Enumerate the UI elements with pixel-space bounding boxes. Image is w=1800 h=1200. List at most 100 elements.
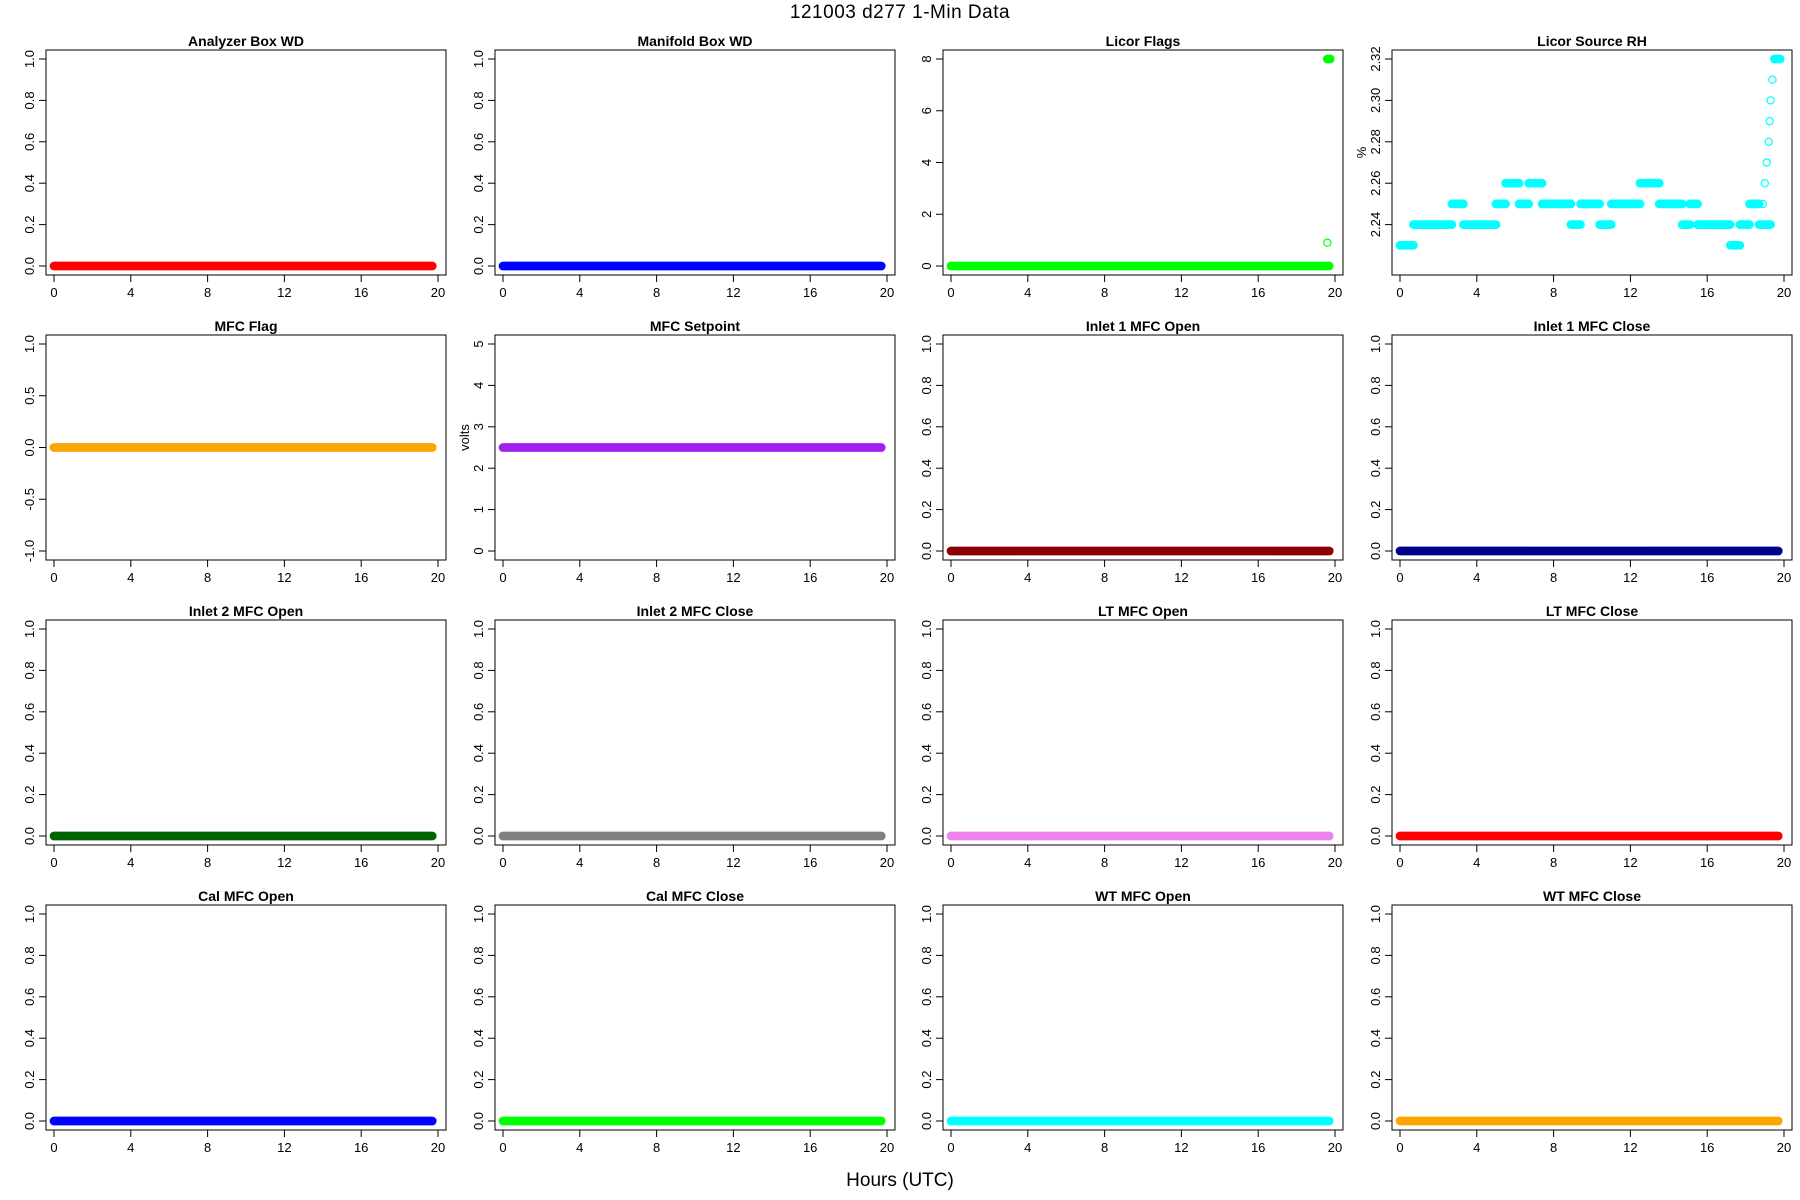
x-tick-label: 20 (1777, 285, 1791, 300)
y-tick-label: 1.0 (1368, 905, 1383, 923)
x-tick-label: 12 (1174, 570, 1188, 585)
x-tick-label: 8 (653, 570, 660, 585)
panel-14: Cal MFC Close 0 4 8 12 16 20 0.0 0.2 0.4 0.6 0.8 1.0 (471, 888, 896, 1155)
y-tick-label: 2.26 (1368, 171, 1383, 196)
y-tick-label: 0.0 (22, 1112, 37, 1130)
panel-title: Cal MFC Open (198, 888, 294, 904)
y-tick-label: 0.8 (471, 946, 486, 964)
y-tick-label: 0.6 (919, 988, 934, 1006)
y-tick-label: 0.6 (22, 133, 37, 151)
x-tick-label: 0 (1396, 855, 1403, 870)
panel-title: Licor Flags (1106, 33, 1181, 49)
panel-9: Inlet 2 MFC Open 0 4 8 12 16 20 0.0 0.2 0.4 0.6 0.8… (22, 603, 447, 870)
x-tick-label: 16 (1251, 1140, 1265, 1155)
x-tick-label: 4 (576, 1140, 583, 1155)
x-tick-label: 0 (947, 1140, 954, 1155)
y-tick-label: 0.6 (471, 133, 486, 151)
x-tick-label: 20 (1328, 1140, 1342, 1155)
y-tick-label: 0.4 (1368, 1029, 1383, 1047)
y-tick-label: 0.4 (1368, 744, 1383, 762)
y-tick-label: 1.0 (22, 50, 37, 68)
y-tick-label: 1.0 (22, 905, 37, 923)
y-axis-label: volts (457, 424, 472, 451)
plot-frame (45, 904, 447, 1131)
y-tick-label: 0.8 (1368, 376, 1383, 394)
x-tick-label: 8 (1550, 855, 1557, 870)
y-tick-label: 0 (471, 547, 486, 554)
panel-title: Licor Source RH (1537, 33, 1647, 49)
x-tick-label: 12 (277, 570, 291, 585)
x-tick-label: 20 (1328, 570, 1342, 585)
panel-title: WT MFC Open (1095, 888, 1191, 904)
y-tick-label: 1.0 (919, 905, 934, 923)
panel-title: LT MFC Open (1098, 603, 1188, 619)
x-tick-label: 12 (277, 1140, 291, 1155)
plot-frame (45, 49, 447, 276)
x-tick-label: 0 (1396, 570, 1403, 585)
x-tick-label: 20 (880, 285, 894, 300)
y-tick-label: 1.0 (919, 335, 934, 353)
y-tick-label: 0.6 (471, 988, 486, 1006)
y-tick-label: 0.0 (22, 438, 37, 456)
x-tick-label: 16 (1700, 570, 1714, 585)
y-tick-label: 0.4 (471, 744, 486, 762)
x-tick-label: 4 (1473, 285, 1480, 300)
data-point (1764, 137, 1773, 146)
x-tick-label: 20 (1777, 570, 1791, 585)
plot-frame (494, 334, 896, 561)
y-tick-label: 0.2 (1368, 501, 1383, 519)
x-tick-label: 4 (1024, 285, 1031, 300)
plot-frame (494, 904, 896, 1131)
x-tick-label: 4 (1473, 1140, 1480, 1155)
plot-frame (942, 334, 1344, 561)
data-point (1762, 158, 1771, 167)
y-tick-label: 0.8 (22, 91, 37, 109)
y-tick-label: 0.0 (22, 827, 37, 845)
plot-frame (942, 904, 1344, 1131)
x-tick-label: 4 (1024, 570, 1031, 585)
y-tick-label: -0.5 (22, 488, 37, 510)
y-tick-label: 0.4 (1368, 459, 1383, 477)
panel-7: Inlet 1 MFC Open 0 4 8 12 16 20 0.0 0.2 0.4 0.6 0.8… (919, 318, 1344, 585)
x-tick-label: 8 (1101, 285, 1108, 300)
panel-title: MFC Flag (215, 318, 278, 334)
y-tick-label: 3 (471, 423, 486, 430)
x-tick-label: 20 (431, 855, 445, 870)
x-tick-label: 8 (1101, 1140, 1108, 1155)
x-tick-label: 12 (277, 855, 291, 870)
panel-10: Inlet 2 MFC Close 0 4 8 12 16 20 0.0 0.2 0.4 0.6 0.… (471, 603, 896, 870)
plot-frame (942, 619, 1344, 846)
x-tick-label: 16 (1251, 855, 1265, 870)
x-tick-label: 8 (653, 855, 660, 870)
x-tick-label: 20 (880, 855, 894, 870)
x-tick-label: 4 (576, 855, 583, 870)
x-tick-label: 12 (1623, 570, 1637, 585)
y-tick-label: 1.0 (22, 620, 37, 638)
y-tick-label: 0.0 (471, 827, 486, 845)
x-tick-label: 12 (726, 1140, 740, 1155)
x-tick-label: 8 (204, 570, 211, 585)
panel-title: Inlet 2 MFC Close (637, 603, 754, 619)
y-tick-label: 0.2 (1368, 786, 1383, 804)
x-tick-label: 16 (354, 285, 368, 300)
y-tick-label: 0.0 (22, 257, 37, 275)
panel-title: Inlet 1 MFC Close (1534, 318, 1651, 334)
y-tick-label: 0.0 (471, 257, 486, 275)
x-tick-label: 12 (277, 285, 291, 300)
data-point (1760, 178, 1770, 188)
x-tick-label: 8 (204, 855, 211, 870)
data-point (1768, 75, 1777, 84)
y-tick-label: 0.8 (919, 661, 934, 679)
panel-13: Cal MFC Open 0 4 8 12 16 20 0.0 0.2 0.4 0.6 0.8 1.0 (22, 888, 447, 1155)
x-tick-label: 20 (880, 1140, 894, 1155)
x-tick-label: 12 (1623, 855, 1637, 870)
y-tick-label: 0.2 (22, 786, 37, 804)
panel-title: MFC Setpoint (650, 318, 741, 334)
y-tick-label: 0.6 (1368, 988, 1383, 1006)
x-tick-label: 4 (127, 570, 134, 585)
panel-15: WT MFC Open 0 4 8 12 16 20 0.0 0.2 0.4 0.6 0.8 1.0 (919, 888, 1344, 1155)
y-tick-label: 0.0 (471, 1112, 486, 1130)
x-tick-label: 16 (803, 1140, 817, 1155)
x-tick-label: 4 (127, 855, 134, 870)
